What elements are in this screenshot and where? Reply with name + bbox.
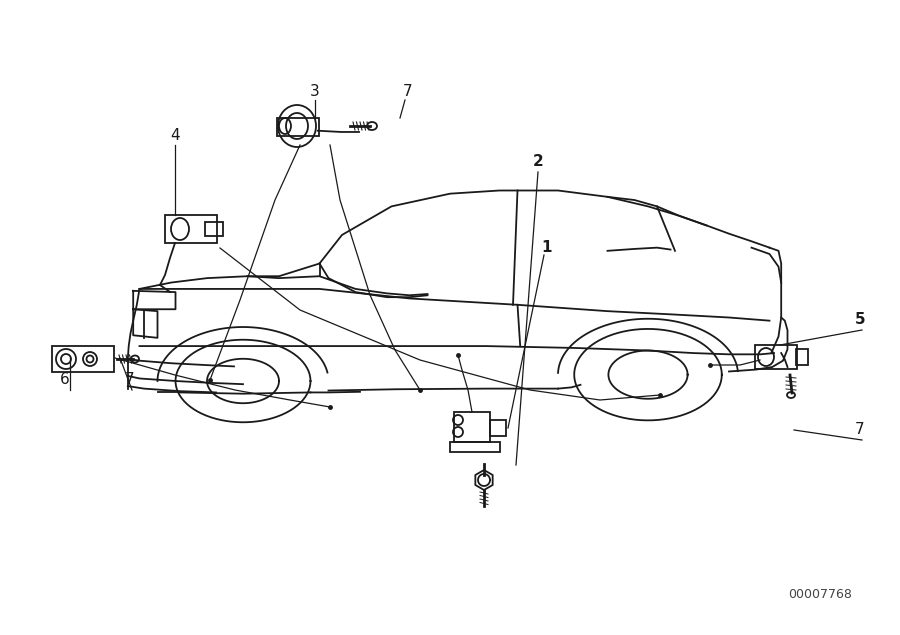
Text: 5: 5 xyxy=(855,312,865,328)
Text: 1: 1 xyxy=(542,241,553,255)
Text: 7: 7 xyxy=(855,422,865,438)
Text: 00007768: 00007768 xyxy=(788,589,852,601)
Text: 2: 2 xyxy=(533,154,544,170)
Text: 6: 6 xyxy=(60,373,70,387)
Text: 7: 7 xyxy=(403,84,413,100)
Text: 3: 3 xyxy=(310,84,320,100)
Text: 7: 7 xyxy=(125,373,135,387)
Text: 4: 4 xyxy=(170,128,180,142)
